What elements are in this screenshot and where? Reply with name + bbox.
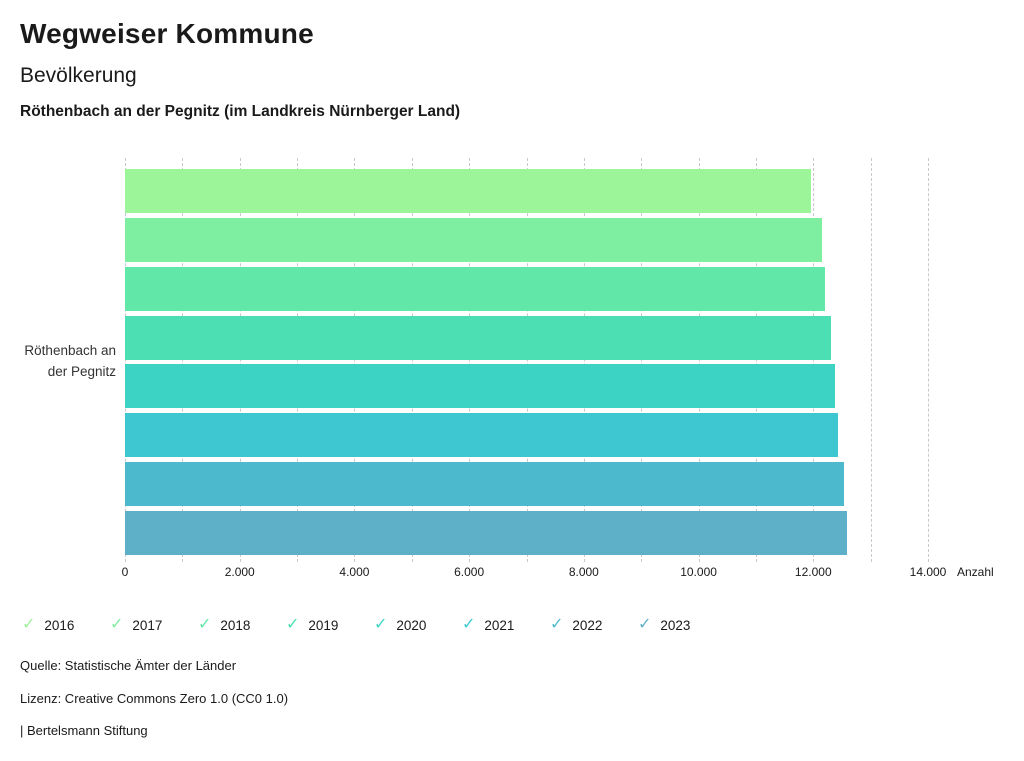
- x-tick-label: 14.000: [909, 565, 947, 579]
- checkmark-icon: ✓: [550, 616, 564, 633]
- x-tick-label: 6.000: [454, 565, 485, 579]
- legend-year-label: 2022: [572, 617, 603, 633]
- legend-item-2018[interactable]: ✓ 2018: [198, 617, 286, 633]
- gridline: [583, 158, 585, 562]
- legend-year-label: 2023: [660, 617, 691, 633]
- checkmark-icon: ✓: [110, 616, 124, 633]
- attribution-text: | Bertelsmann Stiftung: [20, 723, 148, 738]
- footer: Quelle: Statistische Ämter der Länder Li…: [20, 658, 288, 756]
- legend-year-label: 2020: [396, 617, 427, 633]
- legend-year-label: 2021: [484, 617, 515, 633]
- gridline: [698, 158, 700, 562]
- legend-year-label: 2018: [220, 617, 251, 633]
- gridline: [182, 158, 184, 562]
- gridline: [239, 158, 241, 562]
- legend-year-label: 2016: [44, 617, 75, 633]
- x-tick-label: 10.000: [680, 565, 717, 579]
- y-axis-category-label: Röthenbach an der Pegnitz: [0, 340, 116, 382]
- checkmark-icon: ✓: [462, 616, 476, 633]
- header: Wegweiser Kommune Bevölkerung Röthenbach…: [20, 18, 1000, 121]
- bar-2019[interactable]: [125, 315, 832, 360]
- gridline: [755, 158, 757, 562]
- x-tick-label: 4.000: [339, 565, 370, 579]
- x-tick-label: 8.000: [568, 565, 599, 579]
- bar-2023[interactable]: [125, 511, 847, 556]
- license-text: Lizenz: Creative Commons Zero 1.0 (CC0 1…: [20, 690, 289, 706]
- chart-location-heading: Röthenbach an der Pegnitz (im Landkreis …: [20, 103, 461, 121]
- legend-item-2021[interactable]: ✓ 2021: [462, 617, 550, 633]
- gridline: [641, 158, 643, 562]
- legend-item-2017[interactable]: ✓ 2017: [110, 617, 198, 633]
- bar-2020[interactable]: [125, 364, 836, 409]
- bar-2017[interactable]: [125, 217, 822, 262]
- x-axis-unit-label: Anzahl: [957, 565, 994, 579]
- checkmark-icon: ✓: [374, 616, 388, 633]
- legend-item-2020[interactable]: ✓ 2020: [374, 617, 462, 633]
- source-text: Quelle: Statistische Ämter der Länder: [20, 658, 237, 673]
- gridline: [125, 158, 126, 562]
- gridline: [354, 158, 356, 562]
- legend-item-2016[interactable]: ✓ 2016: [22, 617, 110, 633]
- gridline: [297, 158, 299, 562]
- legend-year-label: 2019: [308, 617, 339, 633]
- bar-2018[interactable]: [125, 266, 826, 311]
- y-axis-category-line2: der Pegnitz: [47, 364, 116, 379]
- x-tick-label: 0: [121, 565, 129, 579]
- legend: ✓ 2016 ✓ 2017 ✓ 2018 ✓ 2019 ✓ 2020 ✓ 2021 ✓ 2022 ✓ 2023: [22, 617, 726, 633]
- plot-area: [125, 158, 929, 562]
- legend-item-2023[interactable]: ✓ 2023: [638, 617, 726, 633]
- legend-item-2022[interactable]: ✓ 2022: [550, 617, 638, 633]
- gridline: [928, 158, 929, 562]
- checkmark-icon: ✓: [22, 616, 36, 633]
- legend-item-2019[interactable]: ✓ 2019: [286, 617, 374, 633]
- gridline: [870, 158, 872, 562]
- chart-topic-subtitle: Bevölkerung: [20, 64, 137, 88]
- x-tick-label: 12.000: [794, 565, 832, 579]
- checkmark-icon: ✓: [198, 616, 212, 633]
- x-tick-label: 2.000: [224, 565, 255, 579]
- x-axis: Anzahl 0 2.000 4.000 6.000 8.000 10.000 12.000…: [121, 565, 994, 581]
- gridline: [526, 158, 528, 562]
- gridline: [411, 158, 413, 562]
- legend-year-label: 2017: [132, 617, 163, 633]
- gridline: [469, 158, 471, 562]
- bar-2022[interactable]: [125, 462, 845, 507]
- checkmark-icon: ✓: [638, 616, 652, 633]
- bar-2021[interactable]: [125, 413, 838, 458]
- checkmark-icon: ✓: [286, 616, 300, 633]
- gridline: [813, 158, 815, 562]
- bar-2016[interactable]: [125, 169, 811, 213]
- page-title: Wegweiser Kommune: [20, 18, 314, 49]
- y-axis-category-line1: Röthenbach an: [24, 343, 116, 358]
